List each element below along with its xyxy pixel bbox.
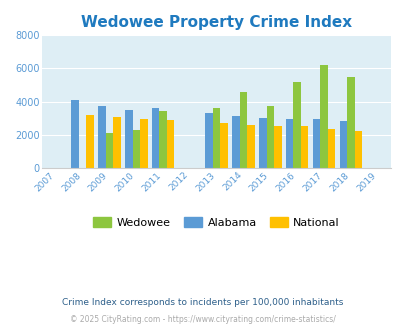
Bar xyxy=(312,119,320,168)
Bar xyxy=(266,106,273,168)
Title: Wedowee Property Crime Index: Wedowee Property Crime Index xyxy=(81,15,352,30)
Bar xyxy=(220,123,227,168)
Bar xyxy=(132,130,140,168)
Bar xyxy=(98,106,105,168)
Bar xyxy=(300,126,308,168)
Bar xyxy=(232,115,239,168)
Bar xyxy=(247,125,254,168)
Bar xyxy=(71,100,79,168)
Bar xyxy=(346,77,354,168)
Bar xyxy=(205,113,213,168)
Bar xyxy=(285,119,293,168)
Bar xyxy=(86,115,94,168)
Bar xyxy=(125,110,132,168)
Text: © 2025 CityRating.com - https://www.cityrating.com/crime-statistics/: © 2025 CityRating.com - https://www.city… xyxy=(70,315,335,324)
Bar xyxy=(140,119,147,168)
Bar xyxy=(273,126,281,168)
Bar xyxy=(159,112,166,168)
Bar xyxy=(213,108,220,168)
Bar xyxy=(113,117,120,168)
Bar xyxy=(327,129,335,168)
Text: Crime Index corresponds to incidents per 100,000 inhabitants: Crime Index corresponds to incidents per… xyxy=(62,298,343,307)
Bar xyxy=(293,82,300,168)
Bar xyxy=(339,120,346,168)
Bar xyxy=(354,131,361,168)
Bar xyxy=(151,108,159,168)
Bar xyxy=(105,133,113,168)
Legend: Wedowee, Alabama, National: Wedowee, Alabama, National xyxy=(89,213,343,232)
Bar xyxy=(239,92,247,168)
Bar xyxy=(320,65,327,168)
Bar xyxy=(258,118,266,168)
Bar xyxy=(166,120,174,168)
